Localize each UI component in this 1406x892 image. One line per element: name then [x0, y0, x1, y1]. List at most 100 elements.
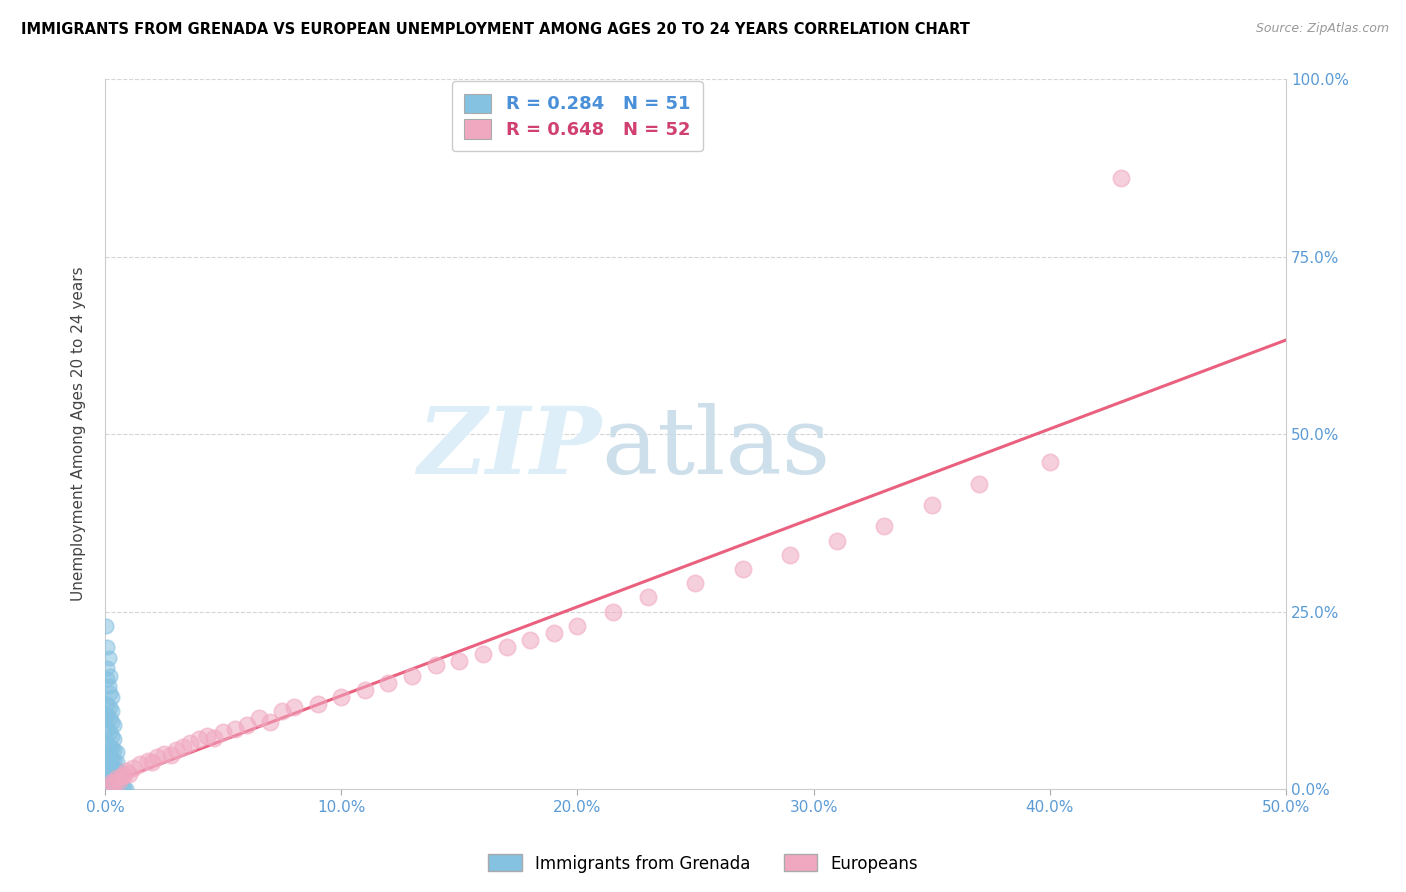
Y-axis label: Unemployment Among Ages 20 to 24 years: Unemployment Among Ages 20 to 24 years	[72, 267, 86, 601]
Point	[825, 533, 848, 548]
Legend: R = 0.284   N = 51, R = 0.648   N = 52: R = 0.284 N = 51, R = 0.648 N = 52	[451, 81, 703, 152]
Legend: Immigrants from Grenada, Europeans: Immigrants from Grenada, Europeans	[481, 847, 925, 880]
Point	[108, 773, 131, 788]
Point	[115, 764, 138, 779]
Point	[96, 619, 118, 633]
Point	[97, 650, 120, 665]
Point	[449, 654, 471, 668]
Point	[103, 732, 125, 747]
Point	[122, 761, 145, 775]
Point	[98, 668, 121, 682]
Point	[101, 704, 124, 718]
Point	[685, 576, 707, 591]
Point	[108, 764, 131, 779]
Point	[96, 775, 118, 789]
Point	[98, 750, 121, 764]
Point	[96, 697, 118, 711]
Point	[602, 605, 624, 619]
Point	[101, 752, 124, 766]
Point	[101, 729, 124, 743]
Point	[115, 782, 138, 797]
Point	[731, 562, 754, 576]
Point	[103, 771, 125, 785]
Point	[179, 736, 201, 750]
Point	[98, 739, 121, 754]
Point	[98, 711, 121, 725]
Text: ZIP: ZIP	[416, 403, 600, 493]
Point	[202, 731, 225, 745]
Point	[146, 750, 169, 764]
Point	[172, 739, 194, 754]
Point	[101, 778, 124, 792]
Point	[967, 476, 990, 491]
Text: Source: ZipAtlas.com: Source: ZipAtlas.com	[1256, 22, 1389, 36]
Point	[136, 754, 159, 768]
Point	[96, 757, 118, 772]
Point	[195, 729, 218, 743]
Point	[103, 776, 125, 790]
Point	[283, 700, 305, 714]
Point	[105, 755, 128, 769]
Point	[101, 769, 124, 783]
Point	[188, 732, 211, 747]
Point	[165, 743, 187, 757]
Point	[112, 781, 135, 796]
Point	[637, 591, 659, 605]
Point	[873, 519, 896, 533]
Point	[112, 768, 135, 782]
Point	[307, 697, 329, 711]
Point	[495, 640, 517, 654]
Point	[103, 743, 125, 757]
Point	[108, 772, 131, 787]
Point	[101, 690, 124, 704]
Point	[235, 718, 257, 732]
Point	[377, 675, 399, 690]
Point	[921, 498, 943, 512]
Point	[224, 722, 246, 736]
Point	[117, 766, 139, 780]
Point	[97, 679, 120, 693]
Point	[96, 661, 118, 675]
Point	[101, 741, 124, 756]
Point	[108, 780, 131, 794]
Point	[330, 690, 353, 704]
Point	[103, 762, 125, 776]
Point	[160, 747, 183, 762]
Point	[98, 700, 121, 714]
Point	[519, 632, 541, 647]
Point	[259, 714, 281, 729]
Point	[271, 704, 294, 718]
Point	[105, 772, 128, 786]
Point	[96, 640, 118, 654]
Point	[129, 757, 152, 772]
Point	[110, 769, 132, 783]
Point	[471, 647, 494, 661]
Point	[96, 672, 118, 686]
Point	[96, 707, 118, 722]
Point	[543, 626, 565, 640]
Point	[105, 780, 128, 794]
Text: atlas: atlas	[600, 403, 831, 493]
Point	[1109, 171, 1132, 186]
Point	[96, 736, 118, 750]
Point	[247, 711, 270, 725]
Point	[779, 548, 801, 562]
Point	[103, 754, 125, 768]
Point	[96, 747, 118, 762]
Point	[212, 725, 235, 739]
Point	[103, 779, 125, 793]
Point	[153, 747, 176, 761]
Point	[98, 779, 121, 793]
Point	[105, 772, 128, 786]
Point	[101, 714, 124, 729]
Point	[98, 768, 121, 782]
Point	[96, 722, 118, 736]
Point	[98, 686, 121, 700]
Point	[425, 657, 447, 672]
Point	[98, 725, 121, 739]
Point	[1039, 455, 1062, 469]
Point	[567, 619, 589, 633]
Point	[401, 668, 423, 682]
Point	[103, 718, 125, 732]
Point	[101, 761, 124, 775]
